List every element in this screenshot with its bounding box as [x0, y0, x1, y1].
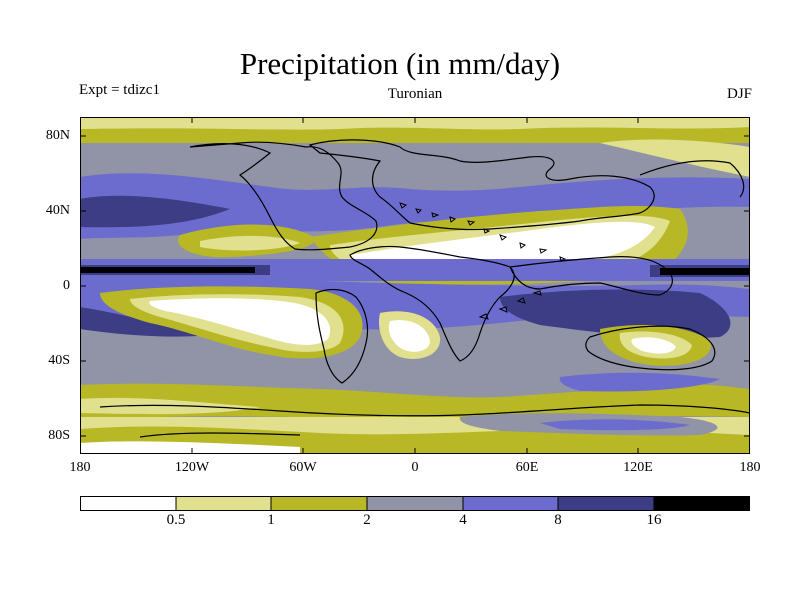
coastline-east-asia — [639, 160, 745, 198]
lon-tick-180e: 180 — [739, 460, 761, 475]
field-north-light — [80, 117, 750, 130]
coastlines — [99, 139, 750, 438]
coastline-south-america — [315, 288, 369, 384]
field-itcz-blue — [80, 259, 750, 281]
colorbar-segment-6 — [654, 496, 750, 511]
colorbar-label-0: 0.5 — [166, 512, 186, 528]
colorbar-segment-3 — [367, 496, 463, 511]
colorbar — [80, 496, 750, 511]
lat-tick-0: 0 — [63, 278, 70, 293]
lat-tick-80n: 80N — [45, 128, 70, 143]
coastline-antarctica — [99, 404, 750, 417]
field-sa-white — [388, 320, 430, 352]
colorbar-label-3: 4 — [459, 512, 467, 528]
colorbar-label-1: 1 — [267, 512, 275, 528]
lon-tick-0: 0 — [411, 460, 419, 475]
field-nh-blue — [80, 173, 750, 239]
field-itcz-black-e — [660, 268, 750, 275]
coastline-north-america — [189, 141, 378, 251]
island-shards — [399, 202, 567, 320]
colorbar-segment-1 — [176, 496, 271, 511]
colorbar-label-2: 2 — [363, 512, 371, 528]
axis-ticks — [80, 117, 750, 454]
lat-tick-40n: 40N — [45, 203, 70, 218]
lon-tick-120e: 120E — [623, 460, 653, 475]
plot-title: Precipitation (in mm/day) — [239, 46, 561, 81]
lat-tick-40s: 40S — [48, 353, 70, 368]
field-sml-yellow — [80, 383, 750, 420]
coastline-africa — [349, 245, 515, 362]
colorbar-segment-4 — [463, 496, 558, 511]
field-ne-light — [600, 139, 750, 177]
field-nh-darkblue — [80, 195, 230, 228]
season-label: DJF — [726, 86, 752, 102]
colorbar-frame — [80, 496, 750, 511]
experiment-label: Expt = tdizc1 — [79, 82, 160, 98]
colorbar-segment-5 — [558, 496, 654, 511]
coastline-australia — [585, 325, 716, 371]
lon-tick-120w: 120W — [174, 460, 210, 475]
field-aus-white — [631, 337, 676, 354]
colorbar-label-4: 8 — [554, 512, 562, 528]
lon-tick-180w: 180 — [69, 460, 91, 475]
colorbar-segment-2 — [271, 496, 367, 511]
lon-tick-60w: 60W — [289, 460, 317, 475]
colorbar-segment-0 — [80, 496, 176, 511]
field-sh-darkblue-e — [500, 289, 731, 339]
field-subtrop-light-a — [200, 235, 300, 251]
field-sml-blue-e — [559, 372, 720, 392]
field-itcz-black-w — [80, 267, 255, 273]
colorbar-label-5: 16 — [646, 512, 662, 528]
field-south-blue — [540, 419, 690, 431]
coastline-south-asia — [509, 256, 673, 296]
precipitation-map — [80, 117, 750, 454]
field-south-white — [80, 441, 300, 454]
lon-tick-60e: 60E — [515, 460, 539, 475]
field-sh-white — [149, 298, 331, 345]
period-label: Turonian — [387, 86, 443, 102]
lat-tick-80s: 80S — [48, 428, 70, 443]
coastline-antarctic-shelf — [139, 432, 301, 438]
coastline-eurasia-north — [308, 139, 655, 231]
